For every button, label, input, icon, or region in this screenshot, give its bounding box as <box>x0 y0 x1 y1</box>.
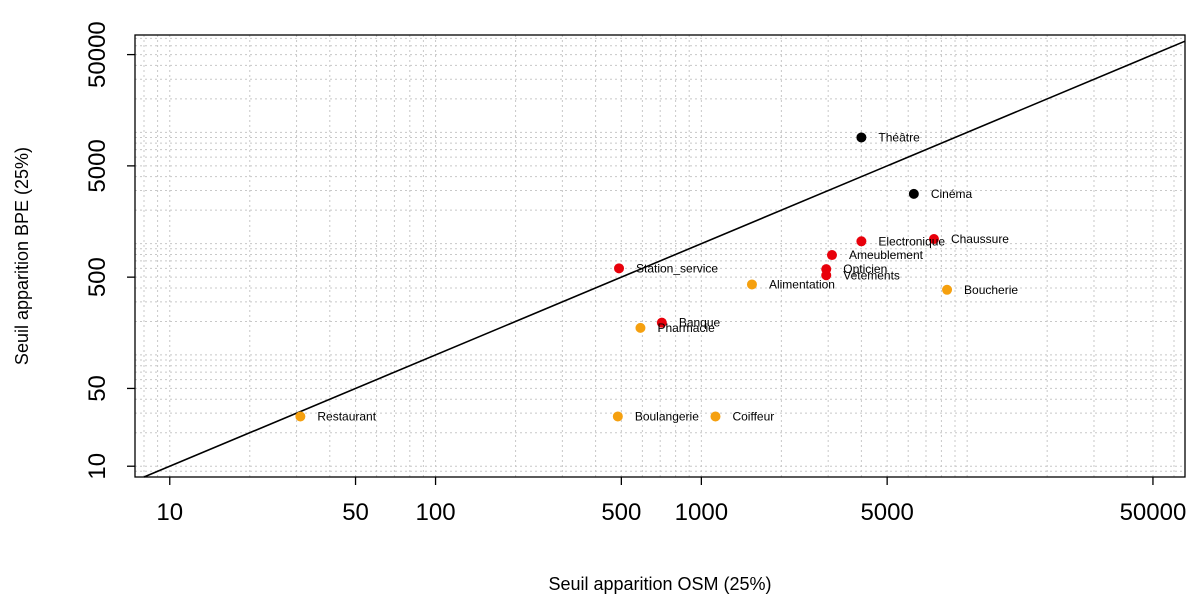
point-marker <box>746 279 757 290</box>
x-axis-title: Seuil apparition OSM (25%) <box>548 574 771 594</box>
scatter-point-théâtre: Théâtre <box>856 130 920 144</box>
point-marker <box>826 250 837 261</box>
identity-reference-line <box>143 40 1186 478</box>
scatter-point-pharmacie: Pharmacie <box>635 321 715 335</box>
point-label: Station_service <box>636 261 718 275</box>
point-marker <box>942 284 953 295</box>
point-marker <box>856 132 867 143</box>
scatter-point-cinéma: Cinéma <box>908 187 973 201</box>
point-label: Boulangerie <box>635 409 699 423</box>
point-label: Théâtre <box>878 130 920 144</box>
y-tick-label: 5000 <box>84 139 111 192</box>
y-axis-title: Seuil apparition BPE (25%) <box>12 147 32 365</box>
point-marker <box>908 188 919 199</box>
point-marker <box>656 317 667 328</box>
point-label: Electronique <box>878 234 945 248</box>
point-label: Alimentation <box>769 277 835 291</box>
scatter-point-boucherie: Boucherie <box>942 283 1018 297</box>
y-axis-ticks: 10 50 500 5000 50000 <box>84 21 135 480</box>
y-tick-label: 10 <box>84 453 111 480</box>
x-tick-label: 100 <box>416 499 456 526</box>
point-marker <box>710 411 721 422</box>
point-label: Vetements <box>843 268 900 282</box>
x-tick-label: 10 <box>156 499 183 526</box>
scatter-point-boulangerie: Boulangerie <box>612 409 699 423</box>
plot-frame <box>134 34 1186 478</box>
scatter-point-electronique: Electronique <box>856 234 945 248</box>
point-label: Pharmacie <box>657 321 715 335</box>
y-tick-label: 50 <box>84 375 111 402</box>
grid-lines <box>135 35 1185 477</box>
x-tick-label: 1000 <box>675 499 728 526</box>
point-marker <box>821 270 832 281</box>
point-marker <box>612 411 623 422</box>
scatter-point-coiffeur: Coiffeur <box>710 409 774 423</box>
point-label: Banque <box>679 316 721 330</box>
x-tick-label: 500 <box>601 499 641 526</box>
point-label: Coiffeur <box>732 409 774 423</box>
x-tick-label: 5000 <box>860 499 913 526</box>
point-marker <box>635 322 646 333</box>
x-axis-ticks: 10 50 100 500 1000 5000 50000 <box>156 477 1186 526</box>
data-points: Théâtre Cinéma Chaussure ElectroniqueAmeubl… <box>295 130 1018 423</box>
point-label: Ameublement <box>849 248 924 262</box>
point-label: Chaussure <box>951 232 1009 246</box>
x-tick-label: 50000 <box>1120 499 1187 526</box>
scatter-point-ameublement: Ameublement <box>826 248 924 262</box>
scatter-point-station_service: Station_service <box>614 261 718 275</box>
point-label: Restaurant <box>317 409 376 423</box>
x-tick-label: 50 <box>342 499 369 526</box>
point-label: Boucherie <box>964 283 1018 297</box>
point-marker <box>928 234 939 245</box>
point-label: Opticien <box>843 262 887 276</box>
y-tick-label: 500 <box>84 257 111 297</box>
point-marker <box>856 236 867 247</box>
point-marker <box>295 411 306 422</box>
scatter-point-banque: Banque <box>656 316 721 330</box>
scatter-point-chaussure: Chaussure <box>928 232 1009 246</box>
scatter-point-vetements: Vetements <box>821 268 900 282</box>
scatter-point-alimentation: Alimentation <box>746 277 835 291</box>
scatter-point-restaurant: Restaurant <box>295 409 377 423</box>
point-marker <box>614 263 625 274</box>
y-tick-label: 50000 <box>84 21 111 88</box>
point-label: Cinéma <box>931 187 973 201</box>
